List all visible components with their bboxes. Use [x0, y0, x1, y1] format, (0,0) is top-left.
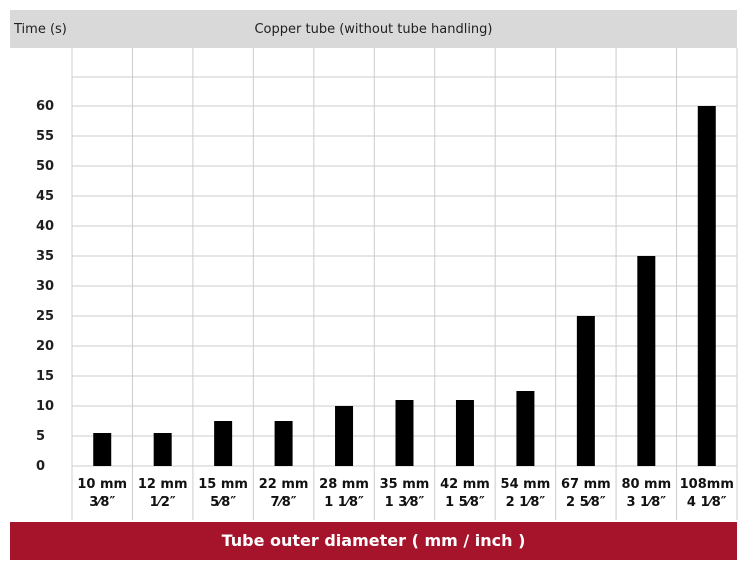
x-tick-mm: 67 mm — [560, 477, 611, 492]
chart-subtitle: Copper tube (without tube handling) — [254, 22, 493, 37]
x-tick-inch: 1 1⁄8″ — [324, 495, 364, 510]
x-tick-label: 54 mm 2 1⁄8″ — [495, 476, 555, 522]
x-tick-label: 22 mm 7⁄8″ — [253, 476, 313, 522]
bar-10 — [637, 256, 656, 466]
y-tick-label: 45 — [36, 189, 54, 204]
x-tick-mm: 15 mm — [198, 477, 248, 492]
x-tick-inch: 4 1⁄8″ — [686, 495, 727, 510]
x-tick-mm: 42 mm — [440, 477, 490, 492]
y-tick-label: 55 — [36, 129, 54, 144]
y-tick-label: 15 — [36, 369, 54, 384]
x-tick-mm: 22 mm — [258, 477, 309, 492]
y-tick-label: 50 — [36, 159, 54, 174]
bar-8 — [516, 391, 535, 466]
x-tick-label: 35 mm 1 3⁄8″ — [374, 476, 434, 522]
x-tick-inch: 2 5⁄8″ — [566, 495, 606, 510]
y-tick-label: 35 — [36, 249, 54, 264]
bar-9 — [576, 316, 595, 466]
x-tick-label: 67 mm 2 5⁄8″ — [556, 476, 616, 522]
x-tick-mm: 35 mm — [379, 477, 430, 492]
x-tick-inch: 7⁄8″ — [270, 495, 297, 510]
x-tick-label: 10 mm 3⁄8″ — [72, 476, 132, 522]
y-tick-label: 60 — [36, 99, 54, 114]
bar-1 — [93, 433, 112, 466]
x-tick-mm: 12 mm — [137, 477, 188, 492]
y-tick-label: 5 — [36, 429, 45, 444]
y-tick-label: 25 — [36, 309, 54, 324]
x-tick-label: 12 mm 1⁄2″ — [132, 476, 192, 522]
bar-4 — [274, 421, 293, 466]
x-tick-label: 108mm 4 1⁄8″ — [677, 476, 737, 522]
x-tick-mm: 108mm — [679, 477, 734, 492]
x-axis-title-bar: Tube outer diameter ( mm / inch ) — [10, 522, 737, 560]
bar-6 — [395, 400, 414, 466]
y-tick-label: 40 — [36, 219, 54, 234]
x-tick-inch: 1 5⁄8″ — [445, 495, 485, 510]
chart-header-bar: Time (s) Copper tube (without tube handl… — [10, 10, 737, 48]
x-tick-mm: 54 mm — [500, 477, 551, 492]
x-tick-mm: 28 mm — [319, 477, 369, 492]
bar-11 — [697, 106, 716, 466]
x-axis-title: Tube outer diameter ( mm / inch ) — [221, 531, 526, 550]
x-tick-inch: 1⁄2″ — [149, 495, 176, 510]
y-tick-label: 0 — [36, 459, 45, 474]
x-tick-inch: 5⁄8″ — [210, 495, 237, 510]
x-tick-inch: 1 3⁄8″ — [384, 495, 425, 510]
y-axis-unit-label: Time (s) — [14, 22, 67, 37]
bar-5 — [335, 406, 354, 466]
bar-2 — [153, 433, 172, 466]
x-tick-mm: 10 mm — [77, 477, 128, 492]
bar-7 — [455, 400, 474, 466]
y-tick-label: 20 — [36, 339, 54, 354]
x-tick-label: 42 mm 1 5⁄8″ — [435, 476, 495, 522]
x-tick-mm: 80 mm — [621, 477, 672, 492]
y-tick-label: 10 — [36, 399, 54, 414]
x-tick-label: 28 mm 1 1⁄8″ — [314, 476, 374, 522]
x-tick-inch: 3 1⁄8″ — [626, 495, 667, 510]
x-tick-inch: 3⁄8″ — [89, 495, 116, 510]
bar-3 — [214, 421, 233, 466]
x-tick-label: 15 mm 5⁄8″ — [193, 476, 253, 522]
x-tick-label: 80 mm 3 1⁄8″ — [616, 476, 676, 522]
y-tick-label: 30 — [36, 279, 54, 294]
x-tick-inch: 2 1⁄8″ — [505, 495, 546, 510]
